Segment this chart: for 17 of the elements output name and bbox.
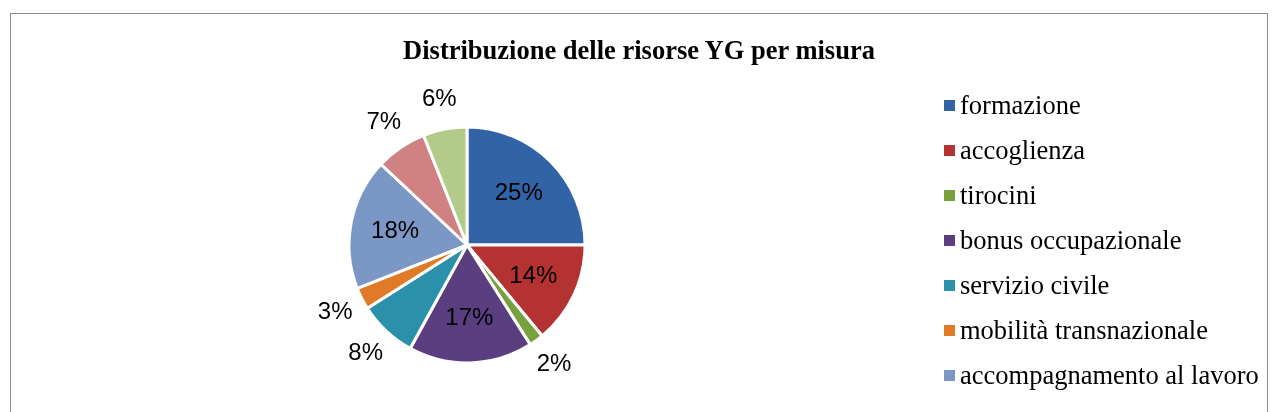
data-label: 8%: [348, 337, 384, 365]
legend-label: accoglienza: [960, 135, 1086, 166]
legend-label: servizio civile: [960, 270, 1110, 301]
data-label: 3%: [317, 296, 353, 324]
legend-label: bonus occupazionale: [960, 225, 1182, 256]
data-label: 2%: [536, 349, 572, 377]
data-label: 6%: [421, 84, 457, 112]
legend-label: formazione: [960, 90, 1081, 121]
data-label: 17%: [445, 302, 494, 330]
data-label: 7%: [366, 107, 402, 135]
data-label: 18%: [371, 215, 420, 243]
legend-label: tirocini: [960, 180, 1037, 211]
chart-title: Distribuzione delle risorse YG per misura: [402, 35, 876, 65]
legend-label: accompagnamento al lavoro: [960, 360, 1259, 391]
legend-label: mobilità transnazionale: [960, 315, 1208, 346]
data-label: 25%: [494, 177, 543, 205]
data-label: 14%: [509, 260, 558, 288]
